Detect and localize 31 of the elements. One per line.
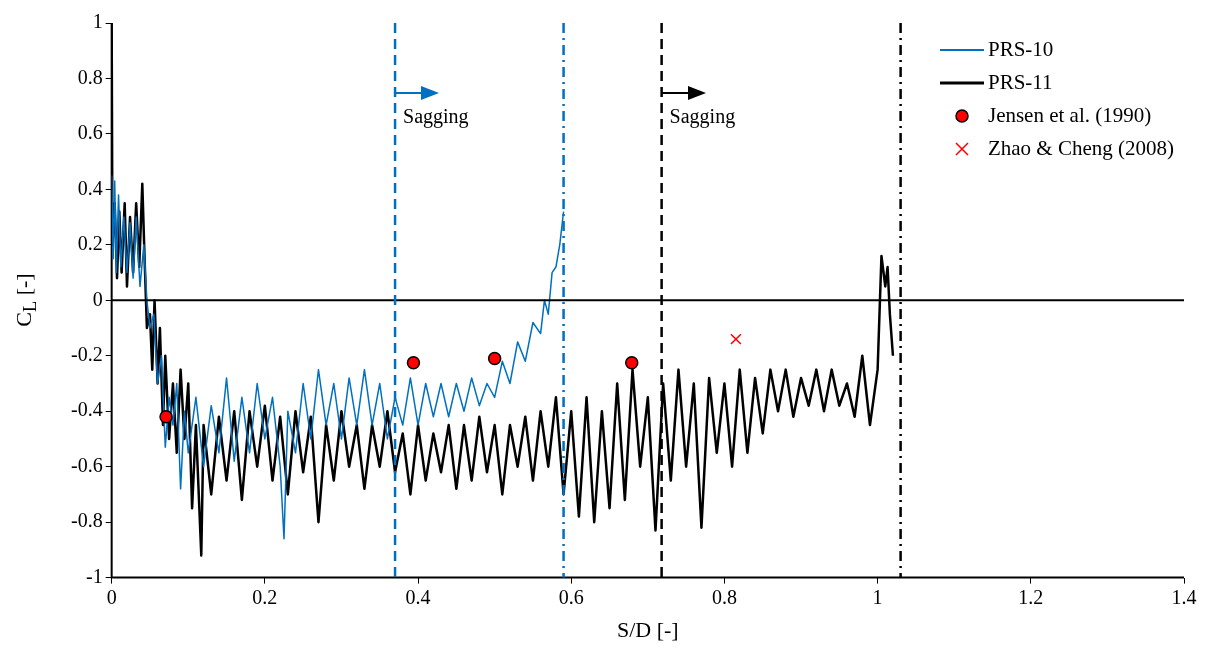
y-tick-label: 1	[92, 10, 103, 33]
y-tick-label: -1	[85, 564, 103, 587]
y-tick-label: 0.6	[77, 121, 103, 144]
y-tick-label: -0.8	[70, 509, 103, 532]
x-tick-label: 0	[106, 585, 117, 608]
legend-label: Zhao & Cheng (2008)	[987, 136, 1174, 161]
y-tick-label: 0.2	[77, 232, 103, 255]
point	[730, 333, 742, 345]
y-tick-label: 0.4	[77, 176, 103, 199]
x-axis-title: S/D [-]	[616, 616, 679, 642]
x-tick-label: 1.2	[1018, 585, 1044, 608]
y-tick-label: -0.2	[70, 343, 103, 366]
y-tick-label: -0.4	[70, 398, 103, 421]
y-tick-label: 0.8	[77, 65, 103, 88]
x-tick-label: 1.4	[1171, 585, 1197, 608]
legend-label: PRS-10	[987, 37, 1054, 62]
x-tick-label: 0.4	[405, 585, 431, 608]
point	[625, 355, 639, 370]
point	[487, 351, 502, 366]
x-tick-label: 0.8	[711, 585, 737, 608]
y-tick-label: 0	[92, 287, 103, 310]
x-tick-label: 0.6	[558, 585, 584, 608]
annotation: Sagging	[669, 105, 736, 129]
point	[406, 355, 421, 370]
point	[159, 410, 173, 424]
y-tick-label: -0.6	[70, 453, 103, 476]
annotation: Sagging	[403, 105, 469, 129]
x-tick-label: 0.2	[252, 585, 278, 608]
legend-label: PRS-11	[987, 70, 1053, 95]
legend-label: Jensen et al. (1990)	[987, 103, 1152, 128]
x-tick-label: 1	[872, 585, 883, 608]
